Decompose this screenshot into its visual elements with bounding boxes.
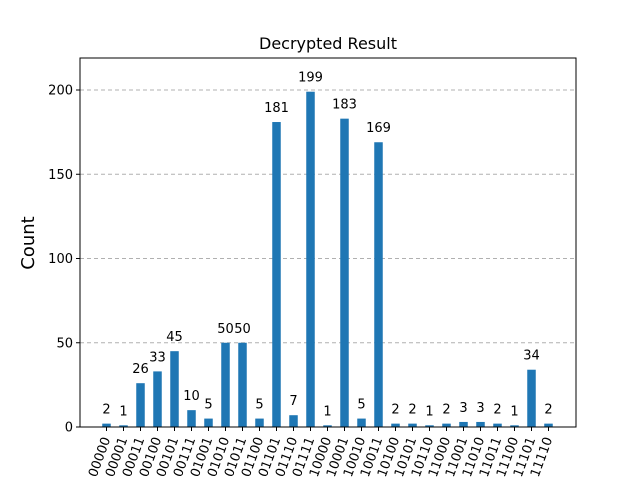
data-label-10001: 183 <box>332 98 357 113</box>
y-axis: 0 50 100 150 200 <box>48 84 80 436</box>
data-label-10010: 5 <box>357 398 365 413</box>
data-label-10100: 2 <box>391 403 399 418</box>
bar-11000 <box>442 423 451 427</box>
bar-00101 <box>170 351 179 427</box>
data-label-01111: 199 <box>298 71 323 86</box>
bar-11110 <box>544 423 553 427</box>
data-label-10110: 1 <box>425 404 433 419</box>
data-label-00101: 45 <box>166 330 183 345</box>
data-label-11110: 2 <box>544 403 552 418</box>
bar-01110 <box>289 415 298 427</box>
data-label-11100: 1 <box>510 404 518 419</box>
data-label-01110: 7 <box>289 394 297 409</box>
data-label-00100: 33 <box>149 350 166 365</box>
bar-01111 <box>306 91 315 427</box>
bar-01011 <box>238 342 247 427</box>
bar-10011 <box>374 142 383 427</box>
bar-00000 <box>102 423 111 427</box>
data-label-10000: 1 <box>323 404 331 419</box>
data-label-11001: 3 <box>459 401 467 416</box>
chart-title: Decrypted Result <box>259 34 397 53</box>
data-label-01010: 50 <box>217 322 234 337</box>
bar-10101 <box>408 423 417 427</box>
data-label-10011: 169 <box>366 121 391 136</box>
y-tick-label: 150 <box>48 168 73 183</box>
y-axis-label: Count <box>18 216 39 269</box>
data-label-01100: 5 <box>255 398 263 413</box>
data-label-00000: 2 <box>102 403 110 418</box>
data-label-01011: 50 <box>234 322 251 337</box>
y-tick-label: 0 <box>65 421 73 436</box>
y-tick-label: 200 <box>48 84 73 99</box>
gridlines <box>80 89 576 344</box>
data-label-11000: 2 <box>442 403 450 418</box>
bar-11101 <box>527 369 536 427</box>
bar-11001 <box>459 421 468 427</box>
data-label-01001: 5 <box>204 398 212 413</box>
bar-10110 <box>425 425 434 427</box>
data-label-00111: 10 <box>183 389 200 404</box>
bars <box>102 91 553 427</box>
data-label-11101: 34 <box>523 349 540 364</box>
bar-01010 <box>221 342 230 427</box>
data-label-11011: 2 <box>493 403 501 418</box>
bar-00111 <box>187 410 196 427</box>
data-label-10101: 2 <box>408 403 416 418</box>
bar-10001 <box>340 118 349 427</box>
bar-01100 <box>255 418 264 427</box>
data-label-00011: 26 <box>132 362 149 377</box>
bar-01101 <box>272 122 281 427</box>
bar-10010 <box>357 418 366 427</box>
bar-00001 <box>119 425 128 427</box>
bar-11011 <box>493 423 502 427</box>
bar-10100 <box>391 423 400 427</box>
y-tick-label: 50 <box>56 336 73 351</box>
data-label-11010: 3 <box>476 401 484 416</box>
bar-00100 <box>153 371 162 427</box>
bar-11100 <box>510 425 519 427</box>
data-label-00001: 1 <box>119 404 127 419</box>
bar-00011 <box>136 383 145 427</box>
x-axis: 0000000001000110010000101001110100101010… <box>86 427 556 479</box>
bar-10000 <box>323 425 332 427</box>
y-tick-label: 100 <box>48 252 73 267</box>
bar-11010 <box>476 421 485 427</box>
bar-01001 <box>204 418 213 427</box>
data-label-01101: 181 <box>264 101 289 116</box>
